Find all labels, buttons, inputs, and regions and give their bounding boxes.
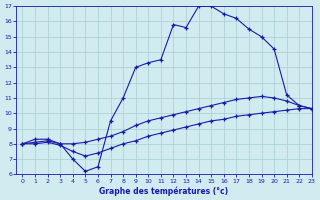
X-axis label: Graphe des températures (°c): Graphe des températures (°c) [100, 186, 228, 196]
